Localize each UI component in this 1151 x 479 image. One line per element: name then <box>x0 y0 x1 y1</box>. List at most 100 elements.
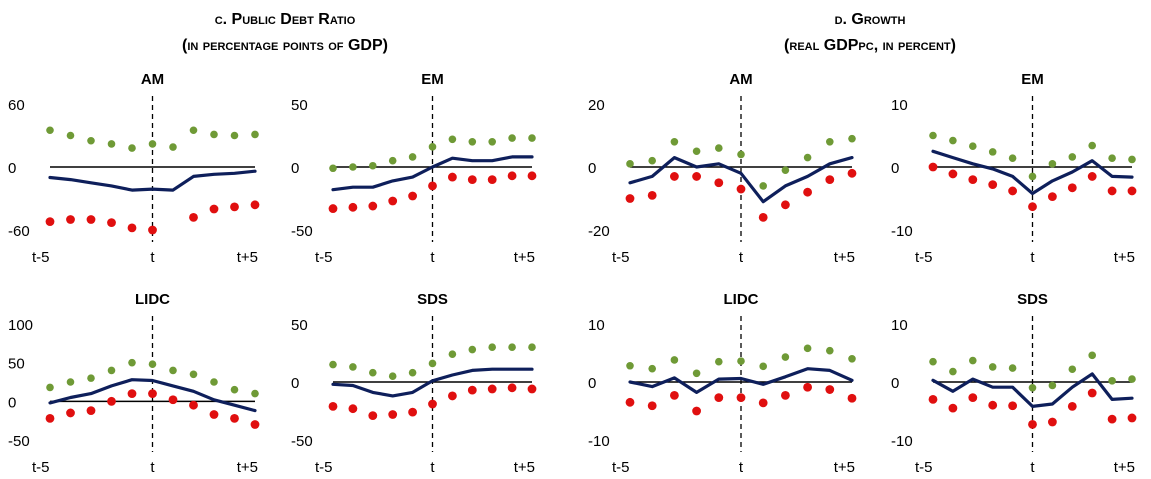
chart-d-em-upper-point <box>1048 160 1057 168</box>
chart-c-em-xtick-label: t+5 <box>514 249 535 266</box>
chart-c-em-upper-point <box>488 138 497 146</box>
chart-d-sds-upper-point <box>1048 381 1057 390</box>
chart-d-em-upper-point <box>949 136 957 145</box>
chart-c-em-lower-point <box>487 175 497 185</box>
chart-d-lidc: LIDC 10 0 -10t-5 t t+5 <box>588 291 857 476</box>
chart-c-sds-lower-point <box>368 411 378 421</box>
chart-d-sds-lower-point <box>1028 419 1037 429</box>
chart-d-em-lower-point <box>1008 186 1017 196</box>
chart-c-em-upper-point <box>388 156 397 165</box>
chart-c-em-title: EM <box>421 71 444 88</box>
chart-c-lidc-xtick-label: t+5 <box>237 459 258 476</box>
chart-c-sds-ytick-label: -50 <box>291 433 313 450</box>
chart-c-sds-xtick-label: t-5 <box>315 459 333 476</box>
chart-c-am-upper-point <box>66 131 75 140</box>
chart-d-am-lower-point <box>803 187 812 197</box>
chart-d-sds-lower-point <box>948 403 958 413</box>
chart-d-lidc-upper-point <box>826 346 834 355</box>
chart-d-am-upper-point <box>626 160 634 168</box>
chart-d-am-title: AM <box>729 71 752 88</box>
chart-d-em-ytick-label: 10 <box>891 97 908 114</box>
panel-d-title: d. Growth (real GDPpc, in percent) <box>590 7 1150 59</box>
chart-d-am-upper-point <box>715 144 723 152</box>
chart-d-em-lower-point <box>1107 186 1117 196</box>
chart-d-am-xtick-label: t <box>739 249 744 266</box>
chart-d-lidc-lower-point <box>647 401 657 411</box>
chart-c-sds-lower-point <box>527 384 537 394</box>
chart-d-am-upper-point <box>759 182 767 190</box>
chart-c-am-lower-point <box>189 213 198 222</box>
chart-d-em-lower-point <box>1087 172 1097 181</box>
chart-c-em-upper-point <box>329 164 337 173</box>
chart-d-am-lower-point <box>825 175 835 185</box>
chart-c-lidc-ytick-label: 50 <box>8 356 25 373</box>
chart-d-am-lower-point <box>758 213 768 222</box>
chart-c-sds-lower-point <box>487 384 497 394</box>
chart-d-am-upper-point <box>848 134 856 143</box>
chart-d-em-lower-point <box>1067 183 1077 193</box>
chart-c-lidc-ytick-label: 100 <box>8 317 33 334</box>
chart-c-sds-upper-point <box>428 359 437 368</box>
chart-d-lidc-xtick-label: t <box>739 459 744 476</box>
chart-c-sds-upper-point <box>408 368 417 377</box>
chart-c-em-lower-point <box>368 201 378 211</box>
chart-d-em-upper-point <box>929 131 937 140</box>
chart-d-em-upper-point <box>1088 141 1096 150</box>
chart-c-lidc-lower-point <box>107 396 116 406</box>
chart-c-am-xtick-label: t-5 <box>32 249 50 266</box>
chart-c-lidc-upper-point <box>148 360 157 369</box>
chart-c-lidc-lower-point <box>127 389 137 398</box>
chart-c-em-mean-line <box>331 155 534 192</box>
chart-d-em-xtick-label: t+5 <box>1114 249 1135 266</box>
chart-d-am-upper-point <box>737 150 745 159</box>
chart-c-am-title: AM <box>141 71 164 88</box>
chart-d-lidc-lower-point <box>758 398 768 408</box>
chart-d-sds-upper-point <box>929 357 937 366</box>
chart-d-am-lower-point <box>692 172 701 181</box>
chart-d-sds-upper-point <box>988 363 997 371</box>
chart-c-sds-upper-point <box>468 345 477 354</box>
chart-c-em-upper-point <box>349 163 357 171</box>
chart-d-sds-upper-point <box>969 356 977 365</box>
chart-d-sds-upper-point <box>1068 365 1077 374</box>
chart-d-lidc-xtick-label: t+5 <box>834 459 855 476</box>
chart-d-am: AM 20 0 -20t-5 t t+5 <box>588 71 857 266</box>
chart-c-lidc-lower-point <box>148 389 157 398</box>
chart-c-sds-xtick-label: t <box>430 459 435 476</box>
chart-c-am-mean-line <box>48 169 257 192</box>
chart-d-am-lower-point <box>714 178 724 188</box>
chart-c-sds-upper-point <box>528 343 536 352</box>
chart-d-em-title: EM <box>1021 71 1044 88</box>
chart-d-sds-lower-point <box>1087 388 1097 398</box>
chart-d-am-xtick-label: t-5 <box>612 249 630 266</box>
chart-d-lidc-upper-point <box>626 361 634 370</box>
chart-d-sds-lower-point <box>1048 417 1057 427</box>
chart-d-em-lower-point <box>988 180 998 190</box>
chart-c-am-upper-point <box>148 140 157 148</box>
chart-d-sds-xtick-label: t+5 <box>1114 459 1135 476</box>
chart-d-am-upper-point <box>781 166 790 174</box>
chart-c-em-ytick-label: 0 <box>291 160 299 177</box>
chart-c-am-lower-point <box>230 202 239 212</box>
chart-c-em-lower-point <box>467 175 477 185</box>
chart-c-em-lower-point <box>448 172 457 182</box>
chart-c-em-upper-point <box>369 161 377 170</box>
chart-c-lidc-upper-point <box>87 374 95 382</box>
chart-d-em-lower-point <box>1048 192 1057 202</box>
chart-d-em-upper-point <box>1008 154 1017 162</box>
chart-d-lidc-lower-point <box>625 397 635 407</box>
chart-d-em-upper-point <box>988 148 997 156</box>
chart-c-em-upper-point <box>428 143 437 151</box>
chart-c-lidc-upper-point <box>107 366 116 375</box>
chart-c-am-upper-point <box>169 143 177 151</box>
chart-d-em-lower-point <box>968 175 978 185</box>
chart-d-em-upper-point <box>969 142 977 151</box>
chart-d-am-lower-point <box>670 172 679 181</box>
panel-c-title: c. Public Debt Ratio (in percentage poin… <box>5 7 565 59</box>
chart-c-sds-lower-point <box>348 404 358 414</box>
chart-d-sds-lower-point <box>968 393 978 403</box>
chart-c-am-lower-point <box>127 223 137 233</box>
chart-d-lidc-lower-point <box>825 385 835 394</box>
chart-d-lidc-lower-point <box>781 390 790 400</box>
